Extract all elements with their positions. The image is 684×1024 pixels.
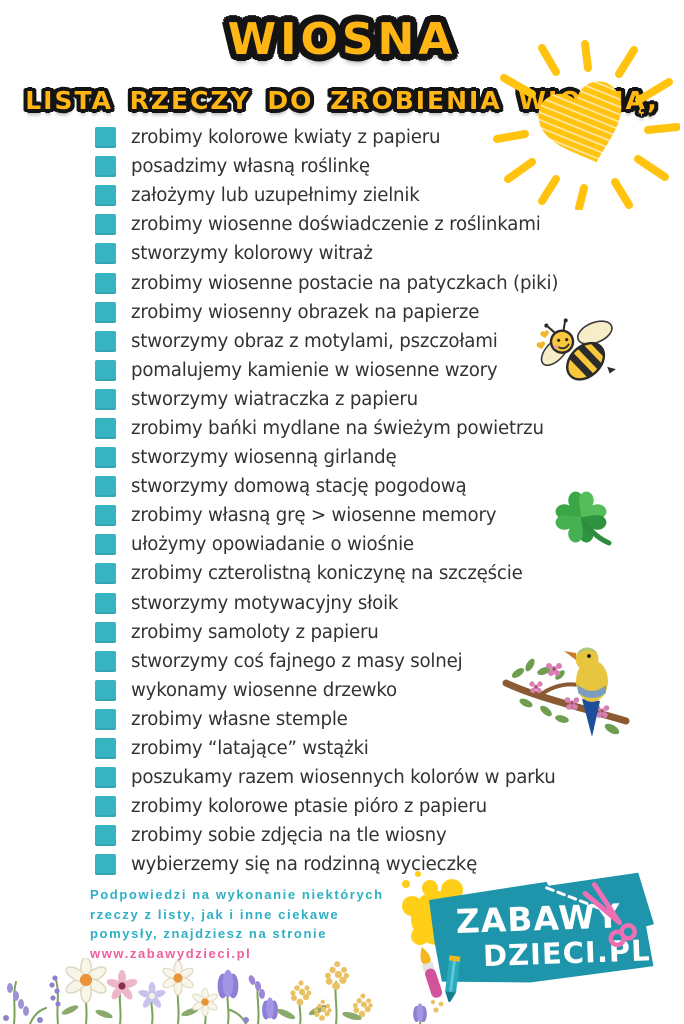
footer-note-line: Podpowiedzi na wykonanie niektórych bbox=[90, 887, 384, 902]
checklist-item-label: założymy lub uzupełnimy zielnik bbox=[131, 185, 420, 207]
footer-note-line: rzeczy z listy, jak i inne ciekawe bbox=[90, 906, 340, 922]
checkbox[interactable] bbox=[95, 388, 116, 410]
checkbox[interactable] bbox=[95, 243, 116, 265]
page-title: WIOSNA bbox=[227, 14, 457, 65]
scissors-icon bbox=[582, 882, 637, 948]
checklist-item-label: poszukamy razem wiosennych kolorów w par… bbox=[131, 767, 556, 789]
checklist-row: wybierzemy się na rodzinną wycieczkę bbox=[95, 850, 558, 879]
checklist-item-label: zrobimy własne stemple bbox=[131, 708, 348, 730]
checklist-row: stworzymy motywacyjny słoik bbox=[95, 589, 558, 618]
checklist-row: stworzymy domową stację pogodową bbox=[95, 472, 558, 501]
checkbox[interactable] bbox=[95, 534, 116, 556]
checklist-item-label: zrobimy bańki mydlane na świeżym powietr… bbox=[131, 417, 544, 439]
checklist-item-label: wykonamy wiosenne drzewko bbox=[131, 679, 397, 701]
checklist-item-label: stworzymy obraz z motylami, pszczołami bbox=[131, 330, 498, 352]
checklist-item-label: zrobimy kolorowe ptasie pióro z papieru bbox=[131, 796, 487, 818]
checklist-item-label: ułożymy opowiadanie o wiośnie bbox=[131, 534, 414, 556]
checklist-item-label: zrobimy sobie zdjęcia na tle wiosny bbox=[131, 825, 447, 847]
checkbox[interactable] bbox=[95, 592, 116, 614]
checklist-row: zrobimy wiosenne postacie na patyczkach … bbox=[95, 268, 558, 297]
checklist-row: stworzymy obraz z motylami, pszczołami bbox=[95, 327, 558, 356]
checklist-item-label: stworzymy wiatraczka z papieru bbox=[131, 388, 418, 410]
checkbox[interactable] bbox=[95, 272, 116, 294]
checkbox[interactable] bbox=[95, 563, 116, 585]
checkbox[interactable] bbox=[95, 854, 116, 876]
checklist-row: zrobimy własną grę > wiosenne memory bbox=[95, 501, 558, 530]
checklist-item-label: zrobimy kolorowe kwiaty z papieru bbox=[131, 127, 441, 149]
checkbox[interactable] bbox=[95, 359, 116, 381]
checklist-row: zrobimy bańki mydlane na świeżym powietr… bbox=[95, 414, 558, 443]
checklist-row: zrobimy “latające” wstążki bbox=[95, 734, 558, 763]
checklist-row: pomalujemy kamienie w wiosenne wzory bbox=[95, 356, 558, 385]
logo-zabawydzieci: ZABAWY DZIECI.PL bbox=[402, 871, 655, 1002]
checklist-item-label: zrobimy samoloty z papieru bbox=[131, 621, 379, 643]
checklist-item-label: stworzymy wiosenną girlandę bbox=[131, 447, 397, 469]
checklist-item-label: stworzymy motywacyjny słoik bbox=[131, 592, 399, 614]
spring-flowers-border bbox=[3, 958, 444, 1024]
checklist-row: zrobimy sobie zdjęcia na tle wiosny bbox=[95, 821, 558, 850]
checkbox[interactable] bbox=[95, 127, 116, 149]
checklist-row: stworzymy wiatraczka z papieru bbox=[95, 385, 558, 414]
checklist-row: stworzymy wiosenną girlandę bbox=[95, 443, 558, 472]
checklist-item-label: posadzimy własną roślinkę bbox=[131, 156, 370, 178]
checkbox[interactable] bbox=[95, 505, 116, 527]
checkbox[interactable] bbox=[95, 476, 116, 498]
checklist-row: zrobimy własne stemple bbox=[95, 705, 558, 734]
checkbox[interactable] bbox=[95, 796, 116, 818]
checklist-row: zrobimy wiosenny obrazek na papierze bbox=[95, 298, 558, 327]
checkbox[interactable] bbox=[95, 156, 116, 178]
checklist-item-label: stworzymy kolorowy witraż bbox=[131, 243, 373, 265]
checkbox[interactable] bbox=[95, 214, 116, 236]
checkbox[interactable] bbox=[95, 738, 116, 760]
checklist-row: stworzymy coś fajnego z masy solnej bbox=[95, 647, 558, 676]
checklist-row: zrobimy samoloty z papieru bbox=[95, 618, 558, 647]
checklist-item-label: zrobimy czterolistną koniczynę na szczęś… bbox=[131, 563, 523, 585]
checklist-item-label: zrobimy wiosenne postacie na patyczkach … bbox=[131, 272, 559, 294]
brush-icon bbox=[420, 946, 443, 998]
checkbox[interactable] bbox=[95, 767, 116, 789]
checklist-row: stworzymy kolorowy witraż bbox=[95, 239, 558, 268]
pencil-icon bbox=[445, 955, 461, 1002]
footer-note-line: pomysły, znajdziesz na stronie bbox=[90, 926, 328, 941]
checklist-row: ułożymy opowiadanie o wiośnie bbox=[95, 530, 558, 559]
checkbox[interactable] bbox=[95, 679, 116, 701]
checklist-item-label: zrobimy własną grę > wiosenne memory bbox=[131, 505, 497, 527]
checklist-item-label: stworzymy coś fajnego z masy solnej bbox=[131, 650, 463, 672]
checkbox[interactable] bbox=[95, 825, 116, 847]
checklist-row: założymy lub uzupełnimy zielnik bbox=[95, 181, 558, 210]
checklist-item-label: wybierzemy się na rodzinną wycieczkę bbox=[131, 854, 478, 876]
checklist: zrobimy kolorowe kwiaty z papieru posadz… bbox=[95, 123, 558, 879]
checklist-row: zrobimy kolorowe kwiaty z papieru bbox=[95, 123, 558, 152]
checkbox[interactable] bbox=[95, 417, 116, 439]
clover-icon bbox=[555, 491, 612, 546]
checklist-row: wykonamy wiosenne drzewko bbox=[95, 676, 558, 705]
checklist-item-label: stworzymy domową stację pogodową bbox=[131, 476, 467, 498]
checkbox[interactable] bbox=[95, 708, 116, 730]
checklist-item-label: pomalujemy kamienie w wiosenne wzory bbox=[131, 359, 498, 381]
checkbox[interactable] bbox=[95, 330, 116, 352]
page-subtitle: LISTA RZECZY DO ZROBIENIA WIOSNĄ, bbox=[25, 86, 659, 115]
footer-note: Podpowiedzi na wykonanie niektórych rzec… bbox=[90, 885, 384, 963]
checkbox[interactable] bbox=[95, 447, 116, 469]
checklist-row: zrobimy wiosenne doświadczenie z roślink… bbox=[95, 210, 558, 239]
checklist-row: poszukamy razem wiosennych kolorów w par… bbox=[95, 763, 558, 792]
checkbox[interactable] bbox=[95, 621, 116, 643]
checklist-row: posadzimy własną roślinkę bbox=[95, 152, 558, 181]
checklist-row: zrobimy czterolistną koniczynę na szczęś… bbox=[95, 559, 558, 588]
checklist-item-label: zrobimy “latające” wstążki bbox=[131, 738, 369, 760]
footer-url-link[interactable]: www.zabawydzieci.pl bbox=[90, 945, 252, 961]
checkbox[interactable] bbox=[95, 650, 116, 672]
checklist-row: zrobimy kolorowe ptasie pióro z papieru bbox=[95, 792, 558, 821]
checklist-item-label: zrobimy wiosenny obrazek na papierze bbox=[131, 301, 480, 323]
checkbox[interactable] bbox=[95, 185, 116, 207]
checkbox[interactable] bbox=[95, 301, 116, 323]
checklist-item-label: zrobimy wiosenne doświadczenie z roślink… bbox=[131, 214, 541, 236]
